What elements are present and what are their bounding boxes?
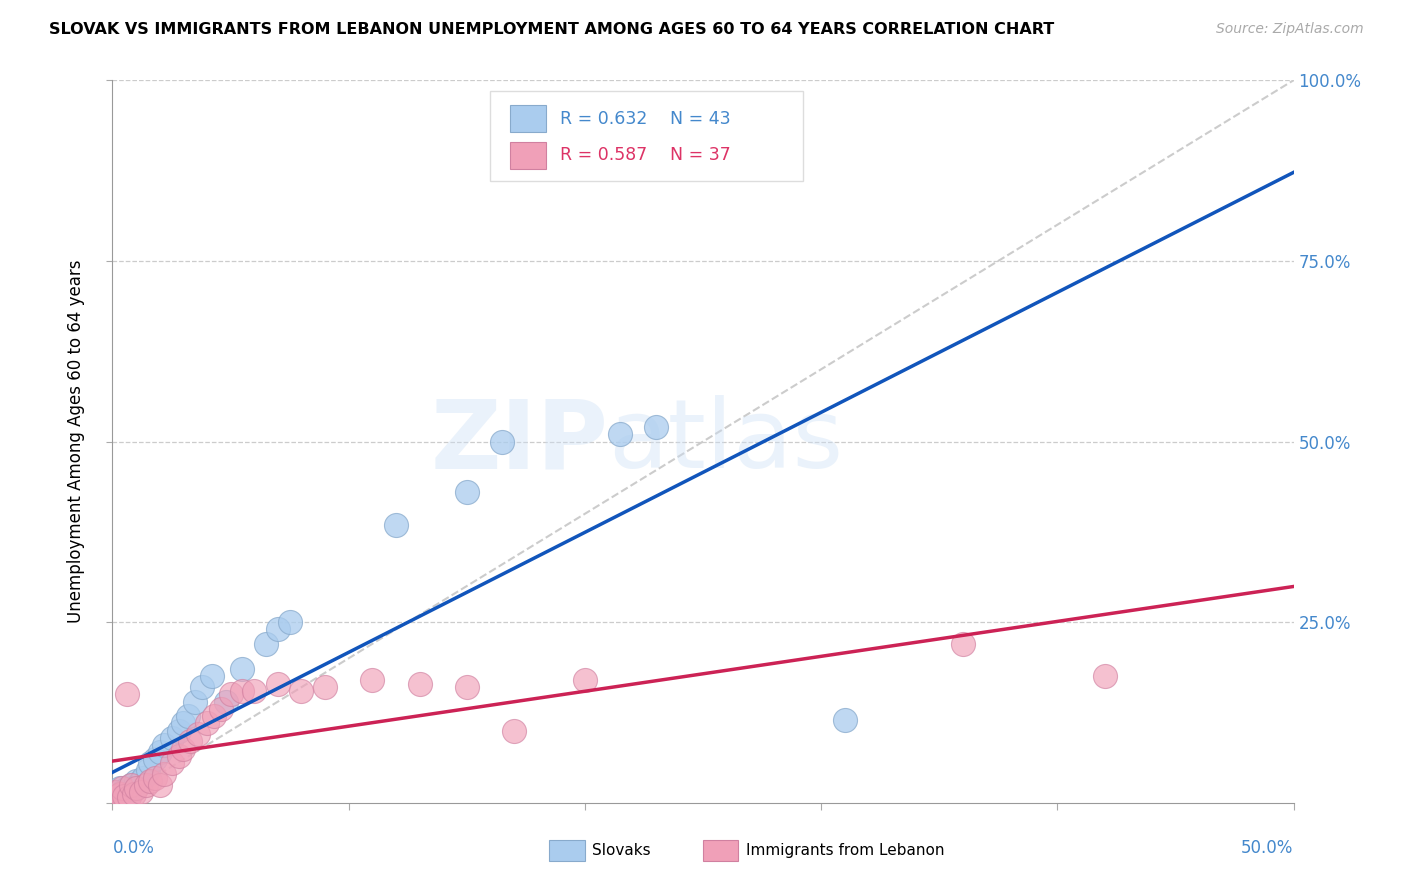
Point xyxy=(125,781,148,796)
Text: ZIP: ZIP xyxy=(430,395,609,488)
Text: atlas: atlas xyxy=(609,395,844,488)
Point xyxy=(243,683,266,698)
Text: SLOVAK VS IMMIGRANTS FROM LEBANON UNEMPLOYMENT AMONG AGES 60 TO 64 YEARS CORRELA: SLOVAK VS IMMIGRANTS FROM LEBANON UNEMPL… xyxy=(49,22,1054,37)
Point xyxy=(118,790,141,805)
Point xyxy=(503,723,526,738)
FancyBboxPatch shape xyxy=(510,142,546,169)
Point xyxy=(104,785,127,799)
Point xyxy=(195,716,218,731)
Point xyxy=(172,716,194,731)
Point xyxy=(125,774,148,789)
FancyBboxPatch shape xyxy=(703,840,738,861)
FancyBboxPatch shape xyxy=(510,105,546,132)
Text: R = 0.587: R = 0.587 xyxy=(560,146,647,164)
Point xyxy=(186,727,208,741)
Point xyxy=(108,781,131,796)
Point xyxy=(278,615,301,630)
Point xyxy=(120,785,142,799)
Point xyxy=(122,787,145,801)
Text: Immigrants from Lebanon: Immigrants from Lebanon xyxy=(745,843,943,858)
Point xyxy=(112,789,135,803)
Point xyxy=(361,673,384,687)
Point xyxy=(153,767,176,781)
Point xyxy=(267,623,290,637)
Point xyxy=(153,738,176,752)
Point xyxy=(231,683,253,698)
Point xyxy=(105,785,128,799)
Point xyxy=(177,709,200,723)
Point xyxy=(456,485,478,500)
Point xyxy=(201,669,224,683)
Point xyxy=(115,687,138,701)
Point xyxy=(160,756,183,770)
Text: N = 43: N = 43 xyxy=(669,110,731,128)
Point xyxy=(160,731,183,745)
Point xyxy=(112,787,135,801)
Y-axis label: Unemployment Among Ages 60 to 64 years: Unemployment Among Ages 60 to 64 years xyxy=(67,260,86,624)
Point xyxy=(254,637,277,651)
Point xyxy=(209,702,232,716)
Point xyxy=(143,771,166,785)
Point xyxy=(139,774,162,789)
Text: 0.0%: 0.0% xyxy=(112,838,155,857)
Text: Slovaks: Slovaks xyxy=(592,843,651,858)
Point xyxy=(184,695,207,709)
Point xyxy=(609,427,631,442)
Point xyxy=(644,420,666,434)
Point xyxy=(135,778,157,792)
Text: N = 37: N = 37 xyxy=(669,146,731,164)
FancyBboxPatch shape xyxy=(491,91,803,181)
Point xyxy=(120,778,142,792)
Point xyxy=(149,745,172,759)
FancyBboxPatch shape xyxy=(550,840,585,861)
Point xyxy=(125,781,148,796)
Point xyxy=(129,774,152,789)
Point xyxy=(834,713,856,727)
Point xyxy=(408,676,430,690)
Point xyxy=(115,781,138,796)
Text: R = 0.632: R = 0.632 xyxy=(560,110,648,128)
Point xyxy=(191,680,214,694)
Point xyxy=(132,771,155,785)
Point xyxy=(129,785,152,799)
Point xyxy=(111,789,134,803)
Point xyxy=(143,752,166,766)
Point xyxy=(167,723,190,738)
Point xyxy=(112,789,135,803)
Point xyxy=(202,709,225,723)
Point xyxy=(231,662,253,676)
Point xyxy=(108,787,131,801)
Point xyxy=(105,789,128,803)
Point xyxy=(139,756,162,770)
Point xyxy=(115,785,138,799)
Point xyxy=(314,680,336,694)
Point xyxy=(172,741,194,756)
Point xyxy=(267,676,290,690)
Point xyxy=(290,683,312,698)
Point xyxy=(118,789,141,803)
Point xyxy=(385,517,408,532)
Point xyxy=(127,778,149,792)
Point xyxy=(167,748,190,763)
Point xyxy=(108,787,131,801)
Point xyxy=(1094,669,1116,683)
Point xyxy=(122,781,145,796)
Point xyxy=(111,781,134,796)
Point xyxy=(491,434,513,449)
Point xyxy=(179,734,201,748)
Point xyxy=(574,673,596,687)
Point xyxy=(219,687,242,701)
Point xyxy=(111,785,134,799)
Point xyxy=(120,778,142,792)
Point xyxy=(105,790,128,805)
Point xyxy=(215,695,238,709)
Text: Source: ZipAtlas.com: Source: ZipAtlas.com xyxy=(1216,22,1364,37)
Point xyxy=(456,680,478,694)
Point xyxy=(136,764,159,778)
Text: 50.0%: 50.0% xyxy=(1241,838,1294,857)
Point xyxy=(104,789,127,803)
Point xyxy=(952,637,974,651)
Point xyxy=(149,778,172,792)
